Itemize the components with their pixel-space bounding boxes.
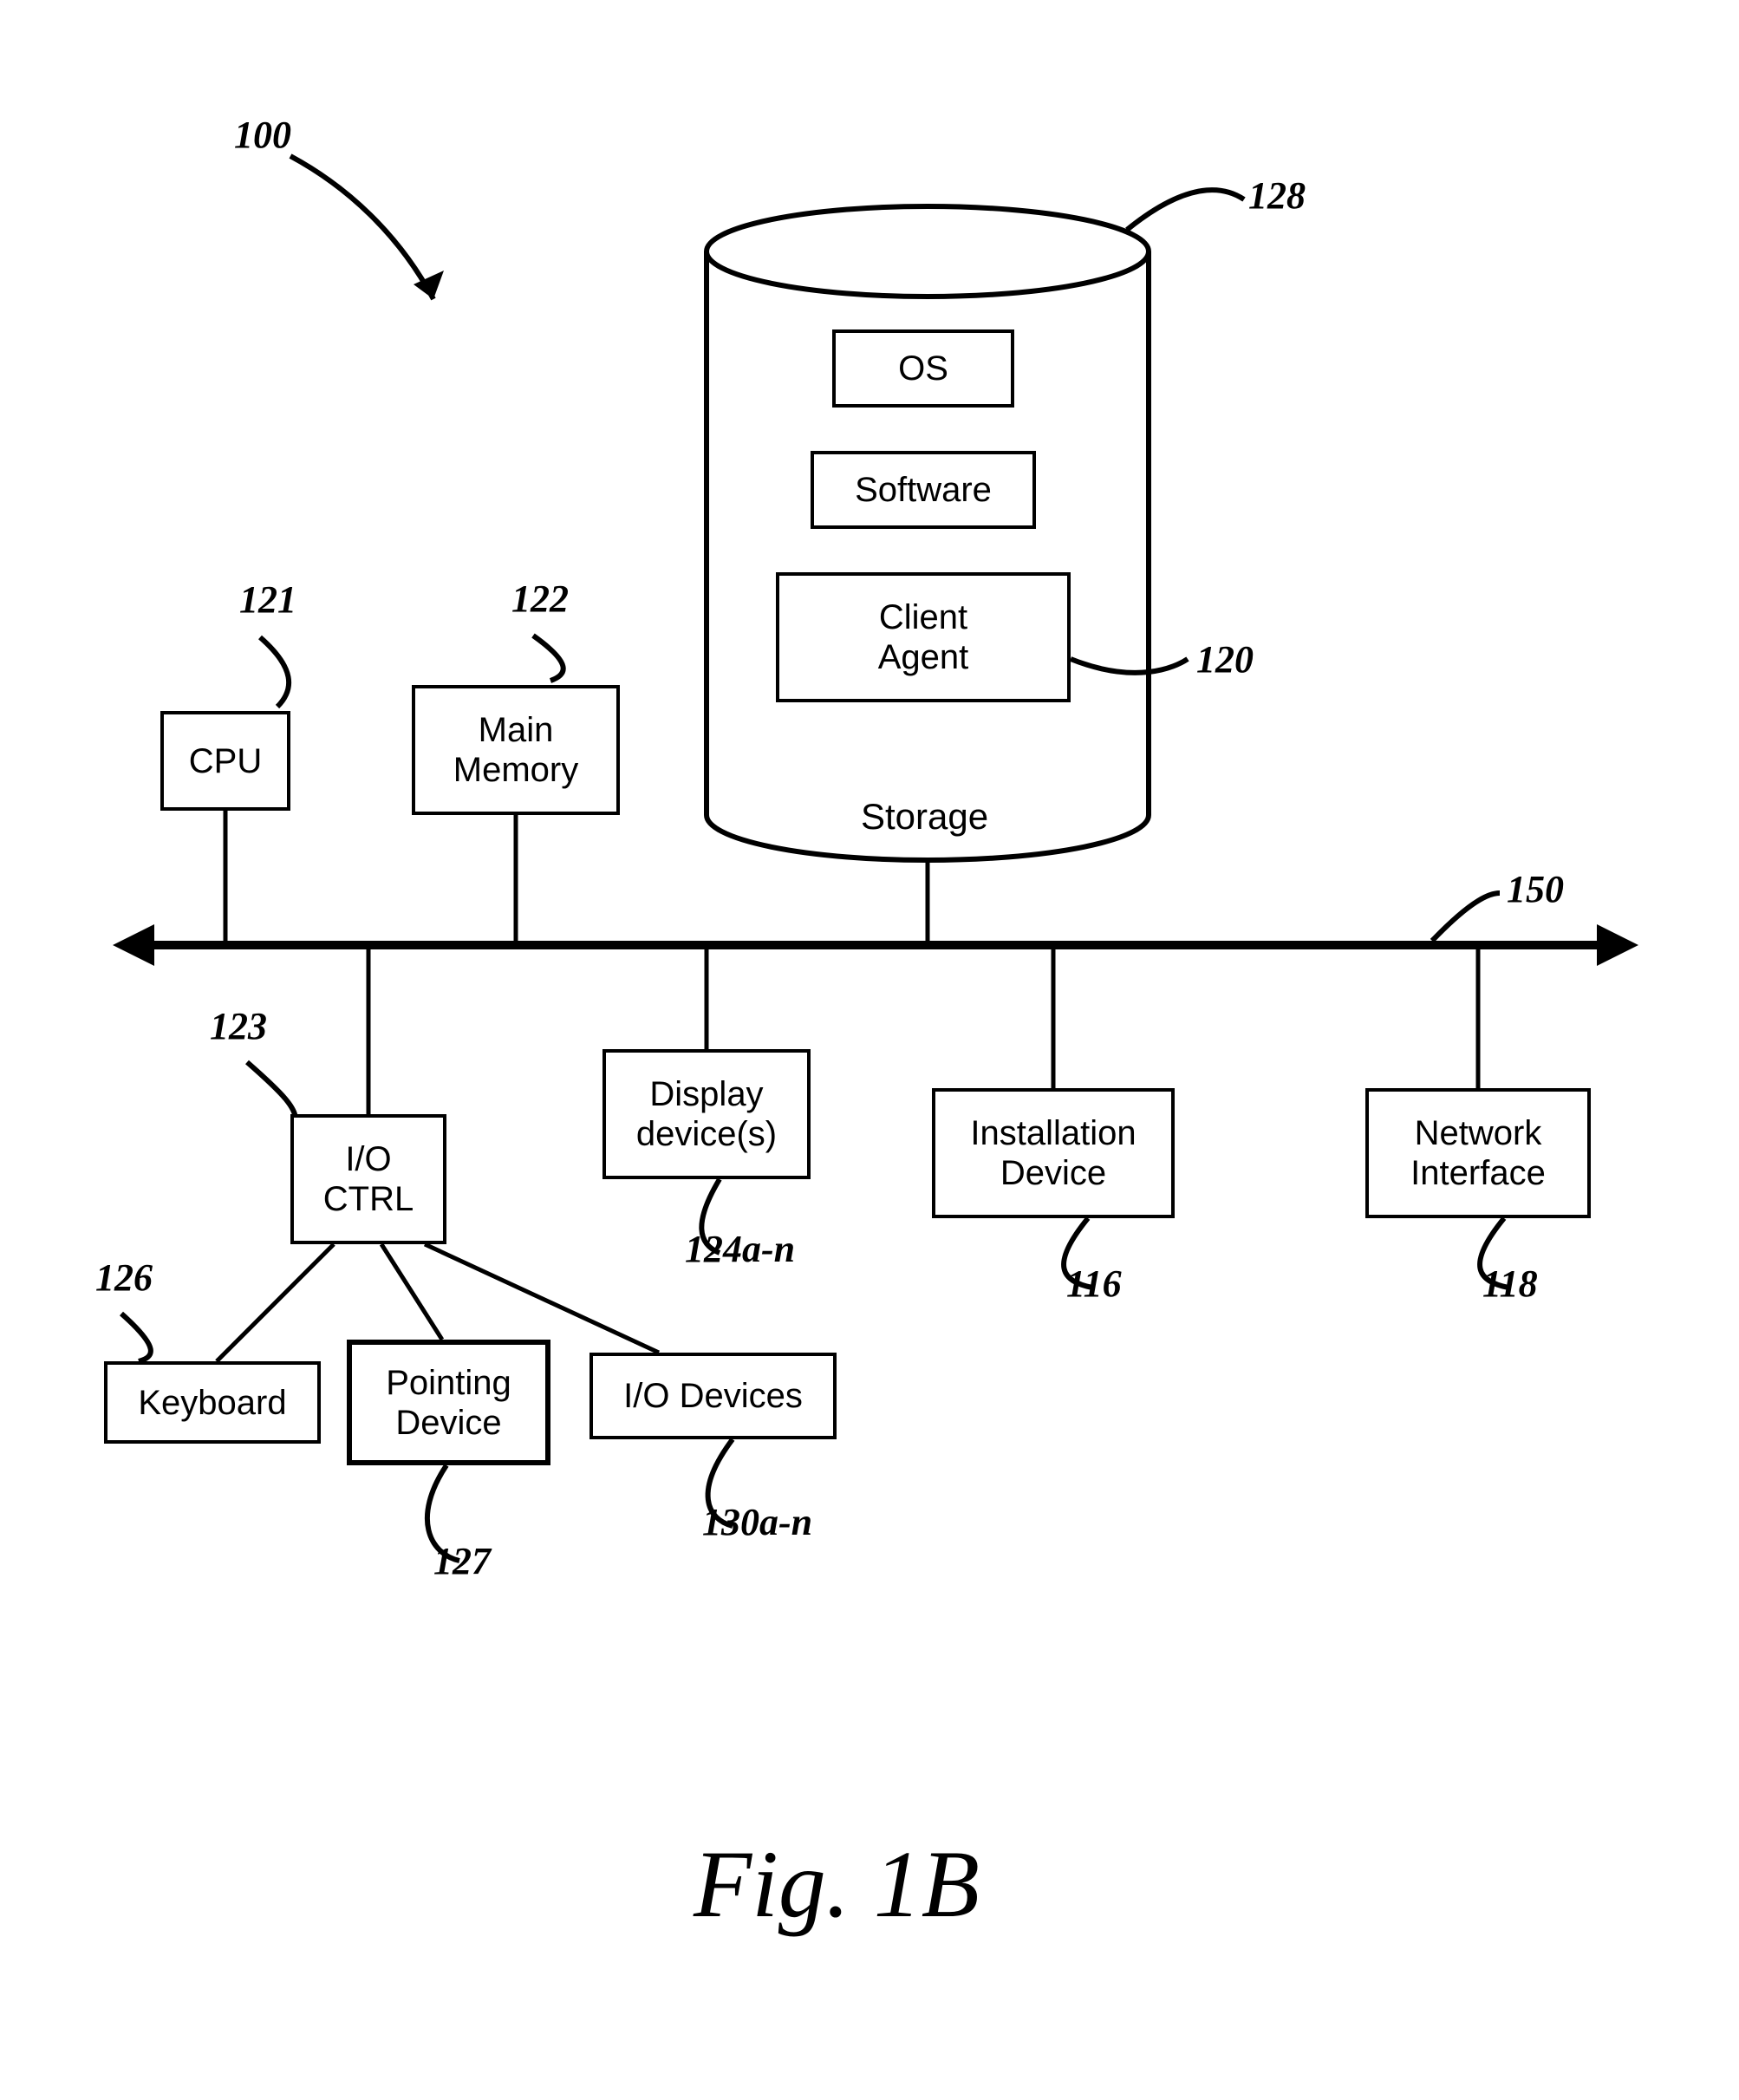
io-devices-label: I/O Devices: [623, 1376, 803, 1416]
client-agent-label: Client Agent: [878, 597, 969, 677]
pointing-label: Pointing Device: [386, 1363, 511, 1443]
ref-121: 121: [239, 577, 296, 622]
install-box: Installation Device: [932, 1088, 1175, 1218]
os-box: OS: [832, 329, 1014, 408]
leader-123: [247, 1062, 296, 1123]
pointing-box: Pointing Device: [347, 1340, 550, 1465]
cpu-label: CPU: [189, 741, 262, 781]
system-bus: [113, 924, 1638, 966]
display-label: Display device(s): [636, 1074, 777, 1154]
io-devices-box: I/O Devices: [589, 1353, 837, 1439]
storage-cylinder: [707, 206, 1149, 860]
ref-118: 118: [1482, 1262, 1538, 1306]
figure-caption: Fig. 1B: [694, 1829, 980, 1940]
ref-127: 127: [433, 1539, 491, 1583]
netif-label: Network Interface: [1410, 1113, 1546, 1193]
software-label: Software: [855, 470, 992, 510]
main-memory-label: Main Memory: [453, 710, 578, 790]
conn-ioctrl-keyboard: [217, 1244, 334, 1361]
ref-120: 120: [1196, 637, 1254, 682]
io-ctrl-box: I/O CTRL: [290, 1114, 446, 1244]
ref-116: 116: [1066, 1262, 1122, 1306]
io-ctrl-label: I/O CTRL: [323, 1139, 414, 1219]
leader-121: [260, 637, 289, 707]
leader-128: [1127, 190, 1244, 230]
conn-ioctrl-iodev: [425, 1244, 659, 1353]
keyboard-label: Keyboard: [138, 1383, 286, 1423]
storage-label: Storage: [861, 796, 988, 838]
ref-130: 130a-n: [702, 1500, 812, 1544]
leader-150: [1432, 893, 1500, 941]
ref-100: 100: [234, 113, 291, 157]
leader-122: [533, 636, 563, 681]
ref-124: 124a-n: [685, 1227, 795, 1271]
ref-150: 150: [1507, 867, 1564, 911]
leader-126: [121, 1314, 151, 1361]
client-agent-box: Client Agent: [776, 572, 1071, 702]
conn-ioctrl-pointing: [381, 1244, 442, 1340]
ref-123: 123: [210, 1004, 267, 1048]
os-label: OS: [898, 349, 948, 388]
install-label: Installation Device: [970, 1113, 1136, 1193]
main-memory-box: Main Memory: [412, 685, 620, 815]
netif-box: Network Interface: [1365, 1088, 1591, 1218]
ref-122: 122: [511, 577, 569, 621]
leader-100: [290, 156, 433, 299]
ref-128: 128: [1248, 173, 1306, 218]
leader-120: [1071, 659, 1188, 673]
keyboard-box: Keyboard: [104, 1361, 321, 1444]
diagram-svg: [0, 0, 1739, 2100]
cpu-box: CPU: [160, 711, 290, 811]
display-box: Display device(s): [602, 1049, 811, 1179]
ref-126: 126: [95, 1255, 153, 1300]
software-box: Software: [811, 451, 1036, 529]
